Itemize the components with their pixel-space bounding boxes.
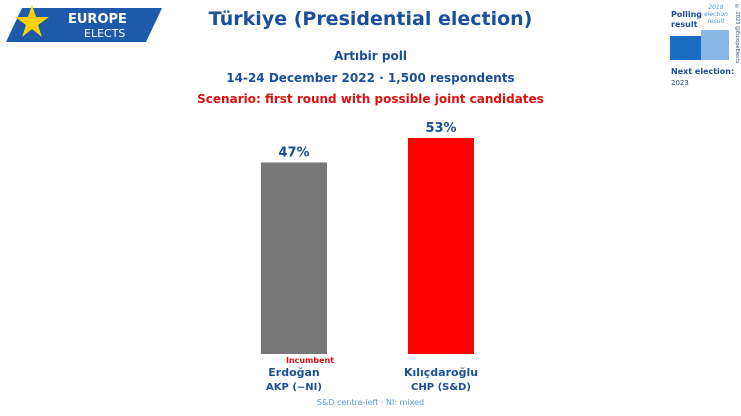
next-election-label: Next election: [671,67,735,76]
bar-value-label: 53% [425,121,456,136]
candidate-name: Kılıçdaroğlu [404,366,478,379]
logo-line1: EUROPE [68,12,127,27]
legend-previous-label: 2018 election result [704,4,728,25]
bar [261,162,327,354]
fieldwork-dates: 14-24 December 2022 · 1,500 respondents [226,71,515,85]
scenario-label: Scenario: first round with possible join… [197,92,544,106]
next-election-year: 2023 [671,79,689,87]
logo-line2: ELECTS [84,27,125,40]
pollster-label: Artıbir poll [334,49,407,63]
legend-polling-label: Polling result [671,10,703,29]
copyright-label: © 2023 @EuropeElects [734,4,740,64]
candidate-name: Erdoğan [268,366,320,379]
bar [408,138,474,354]
europe-elects-logo: EUROPE ELECTS [0,0,170,50]
party-label: CHP (S&D) [411,382,471,393]
legend-polling-swatch [670,36,701,60]
legend-previous-swatch [701,30,729,60]
footnote: S&D centre-left · NI: mixed [316,398,425,407]
chart-title: Türkiye (Presidential election) [208,8,533,30]
incumbent-label: Incumbent [286,356,334,365]
legend: Polling result 2018 election result © 20… [668,0,741,100]
star-icon [15,5,49,37]
logo-banner [6,8,162,42]
bar-value-label: 47% [278,145,309,160]
party-label: AKP (~NI) [266,382,322,393]
